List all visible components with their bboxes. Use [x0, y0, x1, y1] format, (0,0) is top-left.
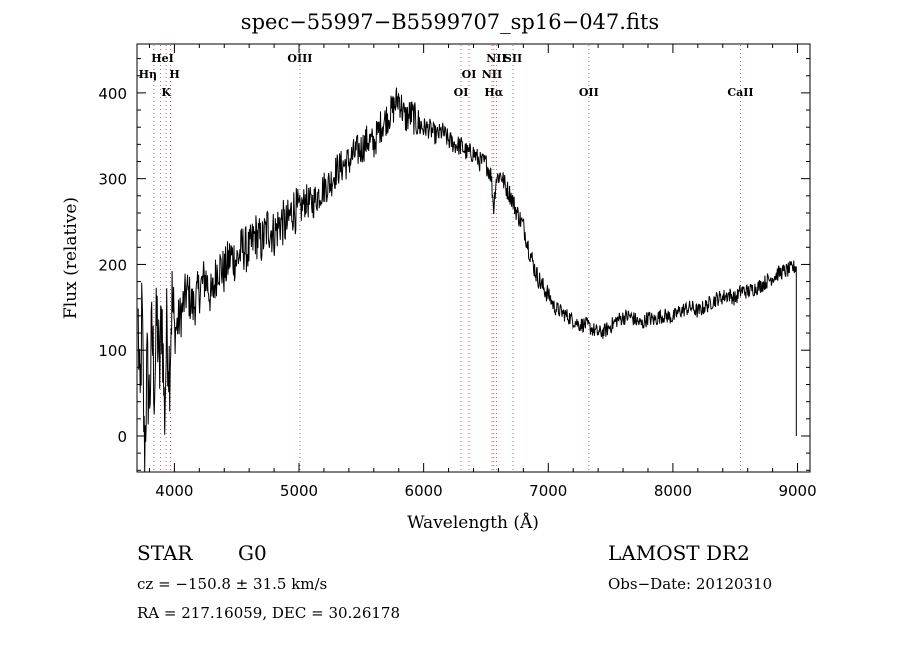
x-axis-label: Wavelength (Å): [407, 512, 539, 533]
x-tick-label: 9000: [778, 482, 816, 500]
line-label: NII: [486, 52, 506, 65]
line-label: Hα: [484, 86, 503, 99]
y-tick-label: 400: [98, 85, 127, 103]
line-label: NII: [482, 68, 502, 81]
line-label: K: [161, 86, 171, 99]
line-label: OII: [579, 86, 599, 99]
x-tick-label: 4000: [155, 482, 193, 500]
line-label: CaII: [727, 86, 753, 99]
object-class: STAR: [137, 541, 193, 565]
x-tick-label: 8000: [654, 482, 692, 500]
redshift-value: cz = −150.8 ± 31.5 km/s: [137, 575, 328, 593]
line-label: OI: [454, 86, 469, 99]
observation-date: Obs−Date: 20120310: [608, 575, 773, 593]
y-tick-label: 0: [117, 428, 127, 446]
line-label: H: [169, 68, 179, 81]
y-axis-ticks: 0 100 200 300 400: [98, 58, 810, 471]
x-tick-label: 7000: [529, 482, 567, 500]
survey-name: LAMOST DR2: [608, 541, 750, 565]
line-label: Hη: [139, 68, 157, 81]
x-axis-ticks: 4000 5000 6000 7000 8000 9000: [148, 44, 817, 500]
x-tick-label: 5000: [280, 482, 318, 500]
coordinates: RA = 217.16059, DEC = 30.26178: [137, 604, 401, 622]
spectrum-line: [137, 87, 797, 473]
subclass: G0: [238, 541, 267, 565]
chart-title: spec−55997−B5599707_sp16−047.fits: [240, 10, 660, 34]
y-tick-label: 300: [98, 171, 127, 189]
line-label: HeI: [151, 52, 174, 65]
y-tick-label: 200: [98, 256, 127, 274]
y-tick-label: 100: [98, 342, 127, 360]
emission-line-markers: [153, 45, 741, 471]
line-label: OIII: [287, 52, 312, 65]
line-label: OI: [462, 68, 477, 81]
y-axis-label: Flux (relative): [61, 197, 81, 319]
x-tick-label: 6000: [405, 482, 443, 500]
line-label: SII: [504, 52, 522, 65]
